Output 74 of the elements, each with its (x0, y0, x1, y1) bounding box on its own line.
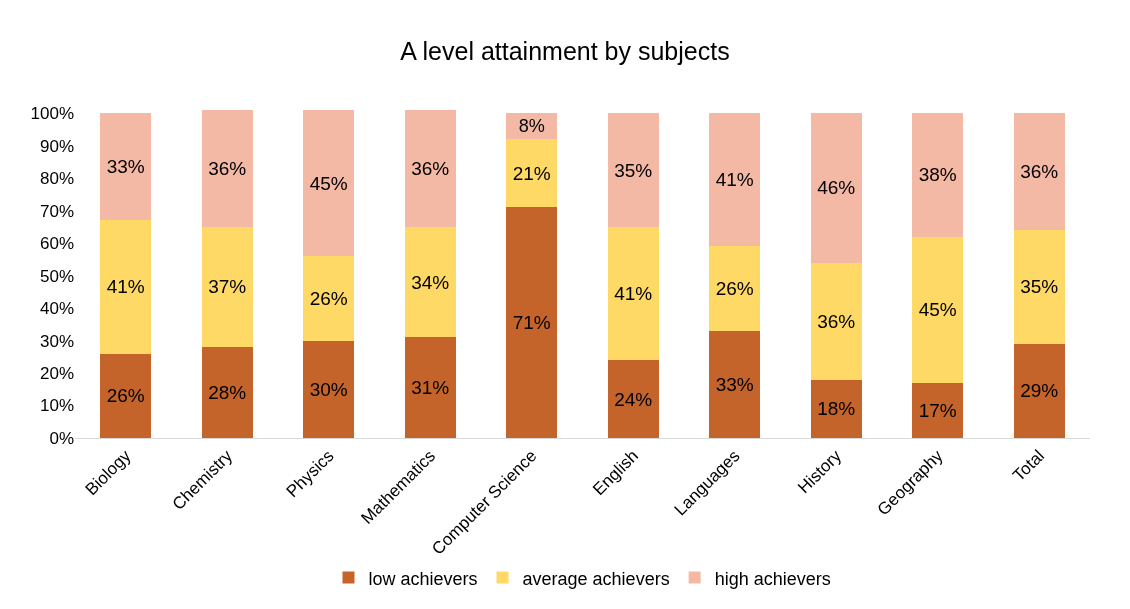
data-label: 30% (309, 378, 348, 400)
data-label: 46% (817, 177, 856, 199)
bar (1013, 113, 1065, 231)
bar (100, 113, 152, 221)
y-tick-label: 90% (39, 136, 74, 156)
bar (404, 337, 456, 438)
bar (404, 110, 456, 227)
data-label: 36% (817, 310, 856, 332)
legend-label: average achievers (522, 568, 670, 589)
data-label: 28% (208, 382, 247, 404)
data-label: 21% (512, 162, 551, 184)
bar (810, 379, 862, 438)
data-label: 41% (715, 169, 754, 191)
data-label: 26% (309, 287, 348, 309)
data-label: 41% (106, 276, 145, 298)
bar (303, 340, 355, 438)
data-label: 29% (1020, 380, 1059, 402)
bar (912, 236, 964, 383)
y-tick-label: 80% (39, 169, 74, 189)
y-tick-label: 60% (39, 234, 74, 254)
bar (810, 113, 862, 263)
bar (303, 256, 355, 341)
bar (607, 360, 659, 438)
y-tick-label: 100% (30, 104, 74, 124)
bar (201, 110, 253, 227)
bar (607, 113, 659, 227)
y-tick-label: 50% (39, 266, 74, 286)
data-label: 8% (518, 116, 545, 137)
y-tick-label: 70% (39, 201, 74, 221)
bar (1013, 230, 1065, 344)
data-label: 33% (106, 156, 145, 178)
data-label: 45% (918, 299, 957, 321)
bar (709, 113, 761, 247)
data-label: 34% (411, 271, 450, 293)
data-label: 18% (817, 398, 856, 420)
bar (506, 139, 558, 208)
data-label: 36% (208, 157, 247, 179)
data-label: 24% (614, 388, 653, 410)
data-label: 36% (1020, 161, 1059, 183)
legend-label: low achievers (368, 568, 478, 589)
data-label: 33% (715, 373, 754, 395)
data-label: 17% (918, 399, 957, 421)
chart-title: A level attainment by subjects (400, 37, 730, 66)
bar (201, 347, 253, 438)
data-label: 37% (208, 276, 247, 298)
bar (100, 220, 152, 354)
bar (1013, 343, 1065, 438)
bar (912, 113, 964, 237)
data-label: 71% (512, 312, 551, 334)
data-label: 35% (1020, 276, 1059, 298)
bar (303, 110, 355, 257)
y-tick-label: 0% (49, 428, 74, 448)
data-label: 31% (411, 377, 450, 399)
data-label: 36% (411, 157, 450, 179)
bar (506, 207, 558, 438)
bar (709, 246, 761, 331)
y-tick-label: 30% (39, 331, 74, 351)
bar (810, 262, 862, 380)
data-label: 26% (715, 278, 754, 300)
y-tick-label: 20% (39, 364, 74, 383)
bar (709, 330, 761, 438)
bar (404, 226, 456, 338)
y-tick-label: 40% (39, 299, 74, 319)
bar (100, 353, 152, 438)
legend-label: high achievers (714, 568, 831, 589)
bar (201, 226, 253, 348)
data-label: 45% (309, 172, 348, 194)
data-label: 38% (918, 164, 957, 186)
data-label: 35% (614, 159, 653, 181)
bar (607, 226, 659, 361)
y-tick-label: 10% (39, 396, 74, 416)
data-label: 26% (106, 385, 145, 407)
bar (912, 382, 964, 438)
data-label: 41% (614, 282, 653, 304)
